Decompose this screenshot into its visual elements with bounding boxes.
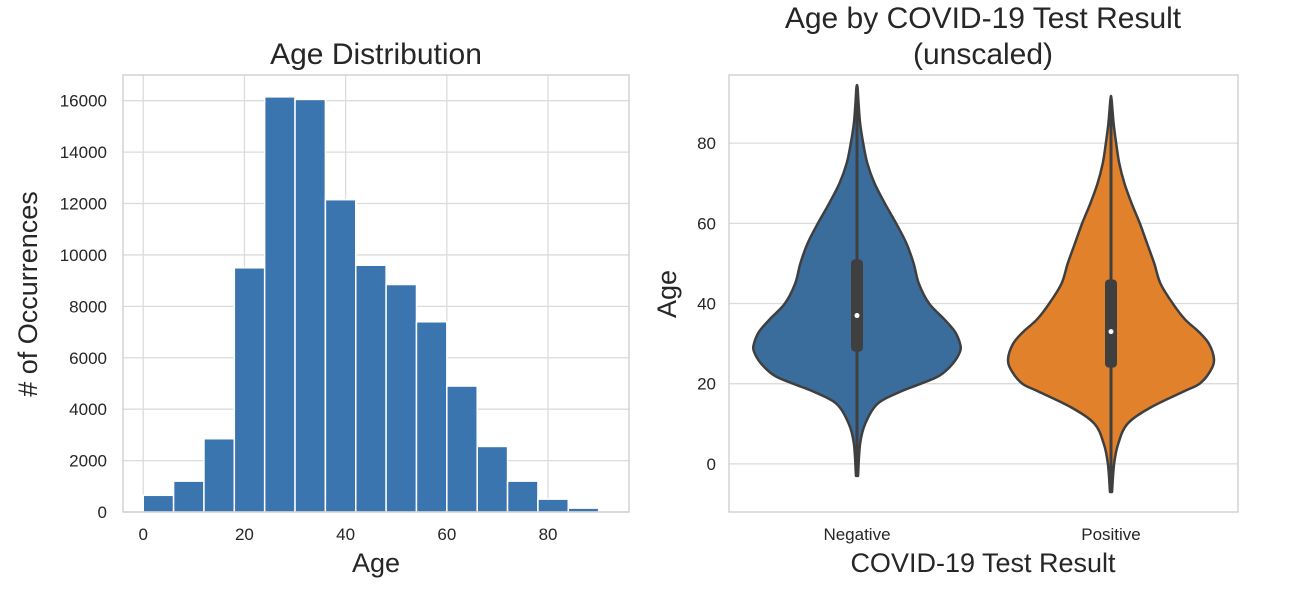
histogram-panel: 0 20 40 60 80 0 2000 4000 6000 8000 10000 12000 1400…: [13, 38, 630, 578]
histogram-y-tick-label: 8000: [69, 297, 107, 316]
histogram-y-tick-label: 2000: [69, 452, 107, 471]
histogram-y-tick-label: 6000: [69, 349, 107, 368]
violin-iqr-box: [851, 259, 863, 352]
violin-ticks: 0 20 40 60 80 Negative Positive: [697, 134, 1141, 544]
histogram-bar: [233, 267, 266, 513]
violin-y-tick-label: 60: [697, 214, 716, 233]
histogram-bar: [142, 494, 175, 513]
violin-y-tick-label: 40: [697, 295, 716, 314]
histogram-bar: [263, 96, 296, 513]
histogram-x-tick-label: 20: [235, 525, 254, 544]
histogram-x-axis-label: Age: [352, 548, 400, 578]
histogram-x-tick-label: 80: [539, 525, 558, 544]
histogram-bar: [294, 98, 327, 513]
histogram-bar: [537, 498, 570, 513]
histogram-y-axis-label: # of Occurrences: [13, 191, 43, 397]
histogram-bar: [355, 264, 387, 513]
violin-iqr-box: [1105, 279, 1117, 368]
violin-frame: [728, 74, 1239, 513]
histogram-ticks: 0 20 40 60 80 0 2000 4000 6000 8000 10000 12000 1400…: [60, 92, 558, 544]
histogram-y-tick-label: 10000: [60, 246, 107, 265]
histogram-bar: [172, 480, 205, 513]
violin-median-marker: [854, 313, 860, 319]
violin-y-tick-label: 20: [697, 375, 716, 394]
violin-panel: 0 20 40 60 80 Negative Positive Age by COVID-1…: [652, 2, 1239, 578]
violin-title-line-1: Age by COVID-19 Test Result: [785, 2, 1182, 35]
histogram-frame: [122, 74, 630, 513]
histogram-bar: [476, 445, 509, 513]
histogram-title: Age Distribution: [270, 38, 482, 71]
violin-x-axis-label: COVID-19 Test Result: [850, 548, 1116, 578]
histogram-y-tick-label: 0: [98, 503, 107, 522]
histogram-bar: [324, 198, 357, 513]
violin-x-tick-label: Negative: [823, 525, 890, 544]
histogram-bar: [385, 283, 418, 513]
histogram-bar: [203, 437, 236, 513]
histogram-bar: [446, 385, 478, 513]
violin-title-line-2: (unscaled): [913, 38, 1053, 71]
histogram-bars: [142, 96, 600, 513]
histogram-y-tick-label: 16000: [60, 92, 107, 111]
histogram-bar: [506, 480, 539, 513]
histogram-x-tick-label: 40: [336, 525, 355, 544]
violin-y-tick-label: 0: [707, 455, 716, 474]
histogram-x-tick-label: 60: [437, 525, 456, 544]
violin-y-axis-label: Age: [652, 270, 682, 318]
violin-median-marker: [1108, 329, 1114, 335]
histogram-y-tick-label: 12000: [60, 195, 107, 214]
violin-y-tick-label: 80: [697, 134, 716, 153]
histogram-x-tick-label: 0: [139, 525, 148, 544]
violin-x-tick-label: Positive: [1081, 525, 1141, 544]
histogram-bar: [415, 321, 448, 513]
violin-shapes: [751, 83, 1216, 494]
histogram-y-tick-label: 14000: [60, 143, 107, 162]
histogram-y-tick-label: 4000: [69, 400, 107, 419]
